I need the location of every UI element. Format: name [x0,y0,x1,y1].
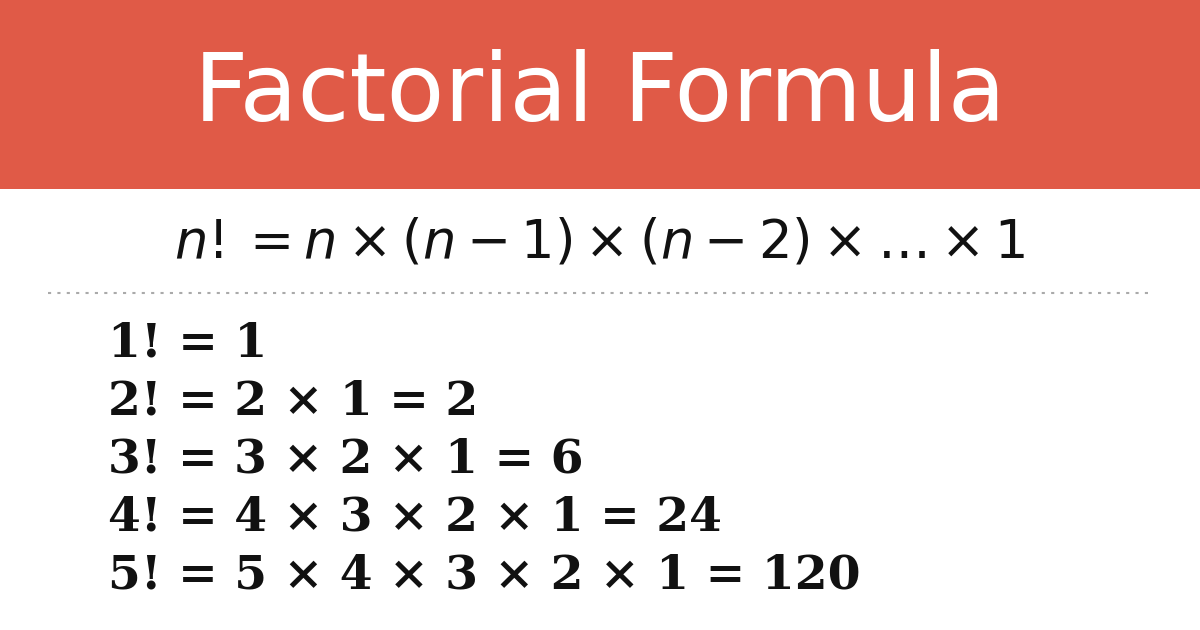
Text: 3! = 3 × 2 × 1 = 6: 3! = 3 × 2 × 1 = 6 [108,436,583,483]
Text: 1! = 1: 1! = 1 [108,320,268,367]
Text: 5! = 5 × 4 × 3 × 2 × 1 = 120: 5! = 5 × 4 × 3 × 2 × 1 = 120 [108,552,860,598]
Text: Factorial Formula: Factorial Formula [194,49,1006,140]
Bar [0,0,1200,189]
Text: $n! = n \times (n-1) \times (n-2) \times {\ldots} \times 1$: $n! = n \times (n-1) \times (n-2) \times… [174,217,1026,268]
Text: 2! = 2 × 1 = 2: 2! = 2 × 1 = 2 [108,378,479,425]
Text: 4! = 4 × 3 × 2 × 1 = 24: 4! = 4 × 3 × 2 × 1 = 24 [108,494,722,541]
